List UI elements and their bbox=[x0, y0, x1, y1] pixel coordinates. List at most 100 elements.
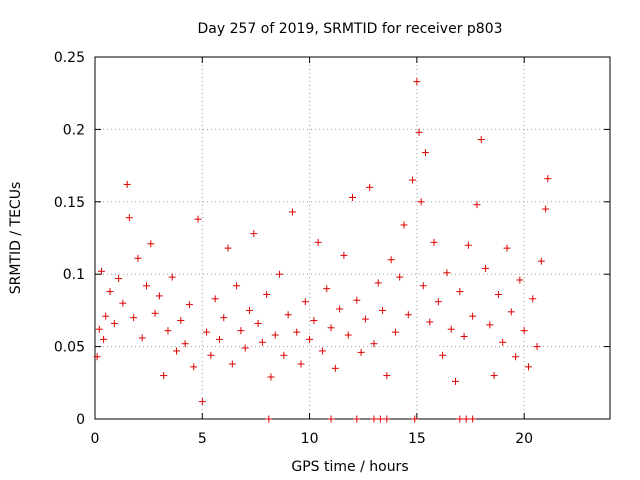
data-point bbox=[520, 327, 528, 335]
data-point bbox=[473, 201, 481, 209]
y-tick-label: 0 bbox=[76, 412, 85, 428]
data-point bbox=[383, 372, 391, 380]
data-point bbox=[138, 334, 146, 342]
data-point bbox=[97, 267, 105, 275]
data-point bbox=[503, 244, 511, 252]
data-point bbox=[374, 279, 382, 287]
data-point bbox=[452, 377, 459, 385]
data-point bbox=[499, 338, 507, 346]
data-point-zero bbox=[383, 415, 391, 423]
x-tick-label: 15 bbox=[408, 431, 426, 447]
data-point bbox=[421, 149, 429, 157]
y-tick-label: 0.25 bbox=[54, 50, 85, 66]
data-point bbox=[357, 348, 365, 356]
data-point-zero bbox=[411, 415, 419, 423]
data-point bbox=[396, 273, 404, 281]
y-tick-label: 0.05 bbox=[54, 340, 85, 356]
data-point bbox=[194, 215, 202, 223]
data-point bbox=[417, 198, 425, 206]
data-point bbox=[198, 398, 206, 406]
data-point bbox=[469, 312, 477, 320]
data-point bbox=[477, 136, 485, 144]
data-point bbox=[340, 251, 348, 259]
data-point bbox=[280, 351, 288, 359]
data-point bbox=[203, 328, 211, 336]
data-point bbox=[542, 205, 550, 213]
data-point bbox=[123, 180, 131, 188]
data-point bbox=[100, 335, 108, 343]
data-point bbox=[490, 372, 498, 380]
data-point bbox=[310, 317, 318, 325]
data-point-zero bbox=[456, 415, 464, 423]
data-point-zero bbox=[462, 415, 470, 423]
data-point bbox=[258, 338, 266, 346]
data-point bbox=[533, 343, 541, 351]
data-point bbox=[460, 332, 468, 340]
data-point bbox=[379, 306, 387, 314]
data-point bbox=[271, 331, 279, 339]
y-tick-label: 0.2 bbox=[63, 122, 85, 138]
x-tick-label: 10 bbox=[301, 431, 319, 447]
data-point bbox=[134, 254, 142, 262]
data-point bbox=[115, 275, 123, 283]
data-point bbox=[353, 296, 361, 304]
data-point bbox=[400, 221, 408, 229]
data-point bbox=[185, 301, 193, 309]
data-point bbox=[370, 340, 378, 348]
data-point-zero bbox=[370, 415, 378, 423]
data-point bbox=[220, 314, 228, 322]
data-point bbox=[151, 309, 159, 317]
data-point bbox=[544, 175, 552, 183]
data-point bbox=[323, 285, 331, 293]
data-point bbox=[93, 353, 101, 361]
x-tick-label: 20 bbox=[515, 431, 533, 447]
data-points bbox=[93, 78, 552, 423]
data-point bbox=[327, 324, 335, 332]
data-point bbox=[297, 360, 305, 368]
data-point bbox=[284, 311, 292, 319]
data-point bbox=[293, 328, 301, 336]
data-point bbox=[366, 183, 374, 191]
data-point bbox=[387, 256, 395, 264]
data-point bbox=[215, 335, 223, 343]
data-point bbox=[331, 364, 339, 372]
data-point bbox=[181, 340, 189, 348]
data-point-zero bbox=[469, 415, 477, 423]
data-point bbox=[233, 282, 241, 290]
data-point bbox=[241, 344, 249, 352]
data-point bbox=[173, 347, 181, 355]
y-axis-label: SRMTID / TECUs bbox=[8, 182, 24, 295]
data-point bbox=[349, 193, 356, 201]
data-point bbox=[537, 257, 545, 265]
data-point bbox=[439, 351, 447, 359]
data-point bbox=[301, 298, 309, 306]
y-tick-label: 0.1 bbox=[63, 267, 85, 283]
data-point bbox=[250, 230, 258, 238]
data-point bbox=[494, 290, 502, 298]
data-point bbox=[110, 319, 118, 327]
data-point bbox=[430, 238, 438, 246]
data-point bbox=[168, 273, 176, 281]
axes bbox=[94, 56, 611, 420]
data-point bbox=[413, 78, 421, 86]
data-point bbox=[164, 327, 172, 335]
data-point bbox=[486, 321, 494, 329]
y-tick-label: 0.15 bbox=[54, 195, 85, 211]
data-point bbox=[102, 312, 110, 320]
data-point bbox=[246, 306, 253, 314]
data-point bbox=[524, 363, 532, 371]
data-point bbox=[228, 360, 236, 368]
data-point bbox=[344, 331, 352, 339]
data-point bbox=[415, 128, 423, 136]
grid-lines bbox=[95, 57, 610, 419]
data-point bbox=[456, 288, 464, 296]
data-point bbox=[443, 269, 451, 277]
data-point bbox=[434, 298, 442, 306]
plot-frame bbox=[94, 56, 611, 420]
data-point bbox=[419, 282, 427, 290]
data-point bbox=[147, 240, 155, 248]
data-point bbox=[276, 270, 284, 278]
data-point bbox=[254, 319, 262, 327]
data-point bbox=[288, 208, 296, 216]
